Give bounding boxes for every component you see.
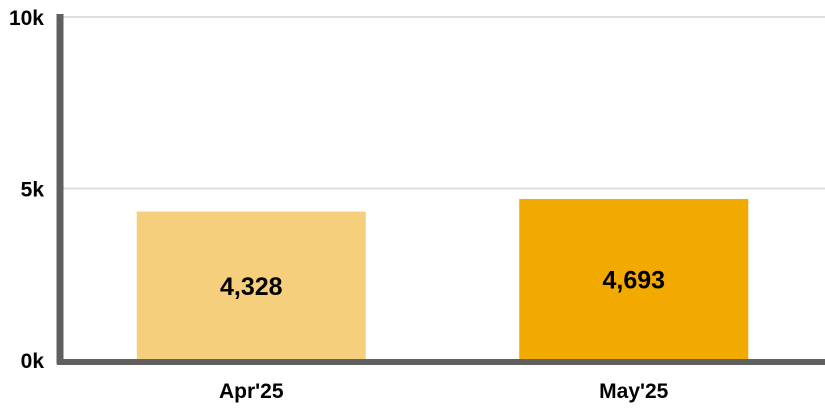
y-tick-label: 10k xyxy=(9,7,44,30)
data-label: 4,693 xyxy=(602,267,665,295)
axes xyxy=(56,14,825,365)
bar xyxy=(519,199,749,360)
y-tick-label: 0k xyxy=(21,350,45,373)
labels: 0k 5k 10k 4,328 Apr'25 4,693 May'25 xyxy=(9,7,669,403)
x-tick-label: Apr'25 xyxy=(219,380,284,403)
gridlines xyxy=(60,16,825,190)
y-tick-label: 5k xyxy=(21,179,45,202)
bars xyxy=(136,199,749,360)
bar xyxy=(136,211,366,360)
x-tick-label: May'25 xyxy=(599,380,669,403)
data-label: 4,328 xyxy=(220,273,283,301)
